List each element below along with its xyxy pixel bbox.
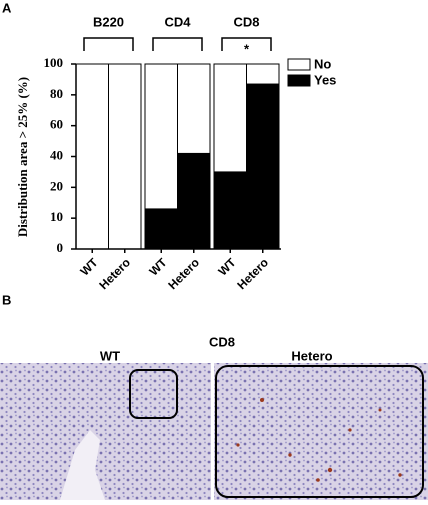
x-tick-label: WT	[147, 255, 171, 279]
group-label: CD4	[164, 14, 191, 29]
y-tick-label: 100	[44, 55, 64, 70]
y-tick-label: 20	[50, 178, 63, 193]
image-label: WT	[100, 348, 120, 363]
y-axis-label: Distribution area > 25% (%)	[15, 77, 30, 237]
group-bracket	[152, 37, 203, 51]
x-tick-label: WT	[78, 255, 102, 279]
panel-label: B	[2, 292, 11, 307]
group-bracket	[83, 37, 134, 51]
group-label: B220	[93, 14, 124, 29]
bar-segment	[144, 208, 178, 250]
tissue-gap	[60, 430, 105, 500]
bar-segment	[246, 83, 280, 250]
y-tick-label: 40	[50, 147, 63, 162]
panel-title: CD8	[209, 334, 235, 349]
y-tick-label: 80	[50, 86, 63, 101]
x-tick-label: Hetero	[165, 255, 202, 292]
group-bracket	[221, 37, 272, 51]
bar-segment	[213, 171, 247, 250]
bar-segment	[75, 63, 109, 250]
stained-cells	[236, 398, 402, 482]
legend-label: Yes	[314, 72, 336, 87]
y-tick-label: 0	[57, 240, 64, 255]
x-tick-label: WT	[216, 255, 240, 279]
bar-segment	[177, 63, 211, 154]
bar-segment	[177, 152, 211, 250]
group-label: CD8	[233, 14, 259, 29]
micrograph	[0, 363, 211, 500]
bar-segment	[108, 63, 142, 250]
bar-segment	[246, 63, 280, 85]
y-tick-label: 60	[50, 117, 63, 132]
legend-swatch	[287, 58, 311, 71]
highlight-box	[215, 365, 424, 498]
legend-swatch	[287, 74, 311, 87]
bar-segment	[213, 63, 247, 173]
panel-label: A	[2, 0, 12, 15]
x-tick-label: Hetero	[96, 255, 133, 292]
image-label: Hetero	[291, 348, 332, 363]
legend-label: No	[314, 56, 331, 71]
x-tick-label: Hetero	[234, 255, 271, 292]
significance-mark: *	[244, 41, 250, 56]
highlight-box	[129, 369, 178, 419]
bar-segment	[144, 63, 178, 210]
y-tick-label: 10	[50, 209, 63, 224]
micrograph	[214, 363, 428, 500]
